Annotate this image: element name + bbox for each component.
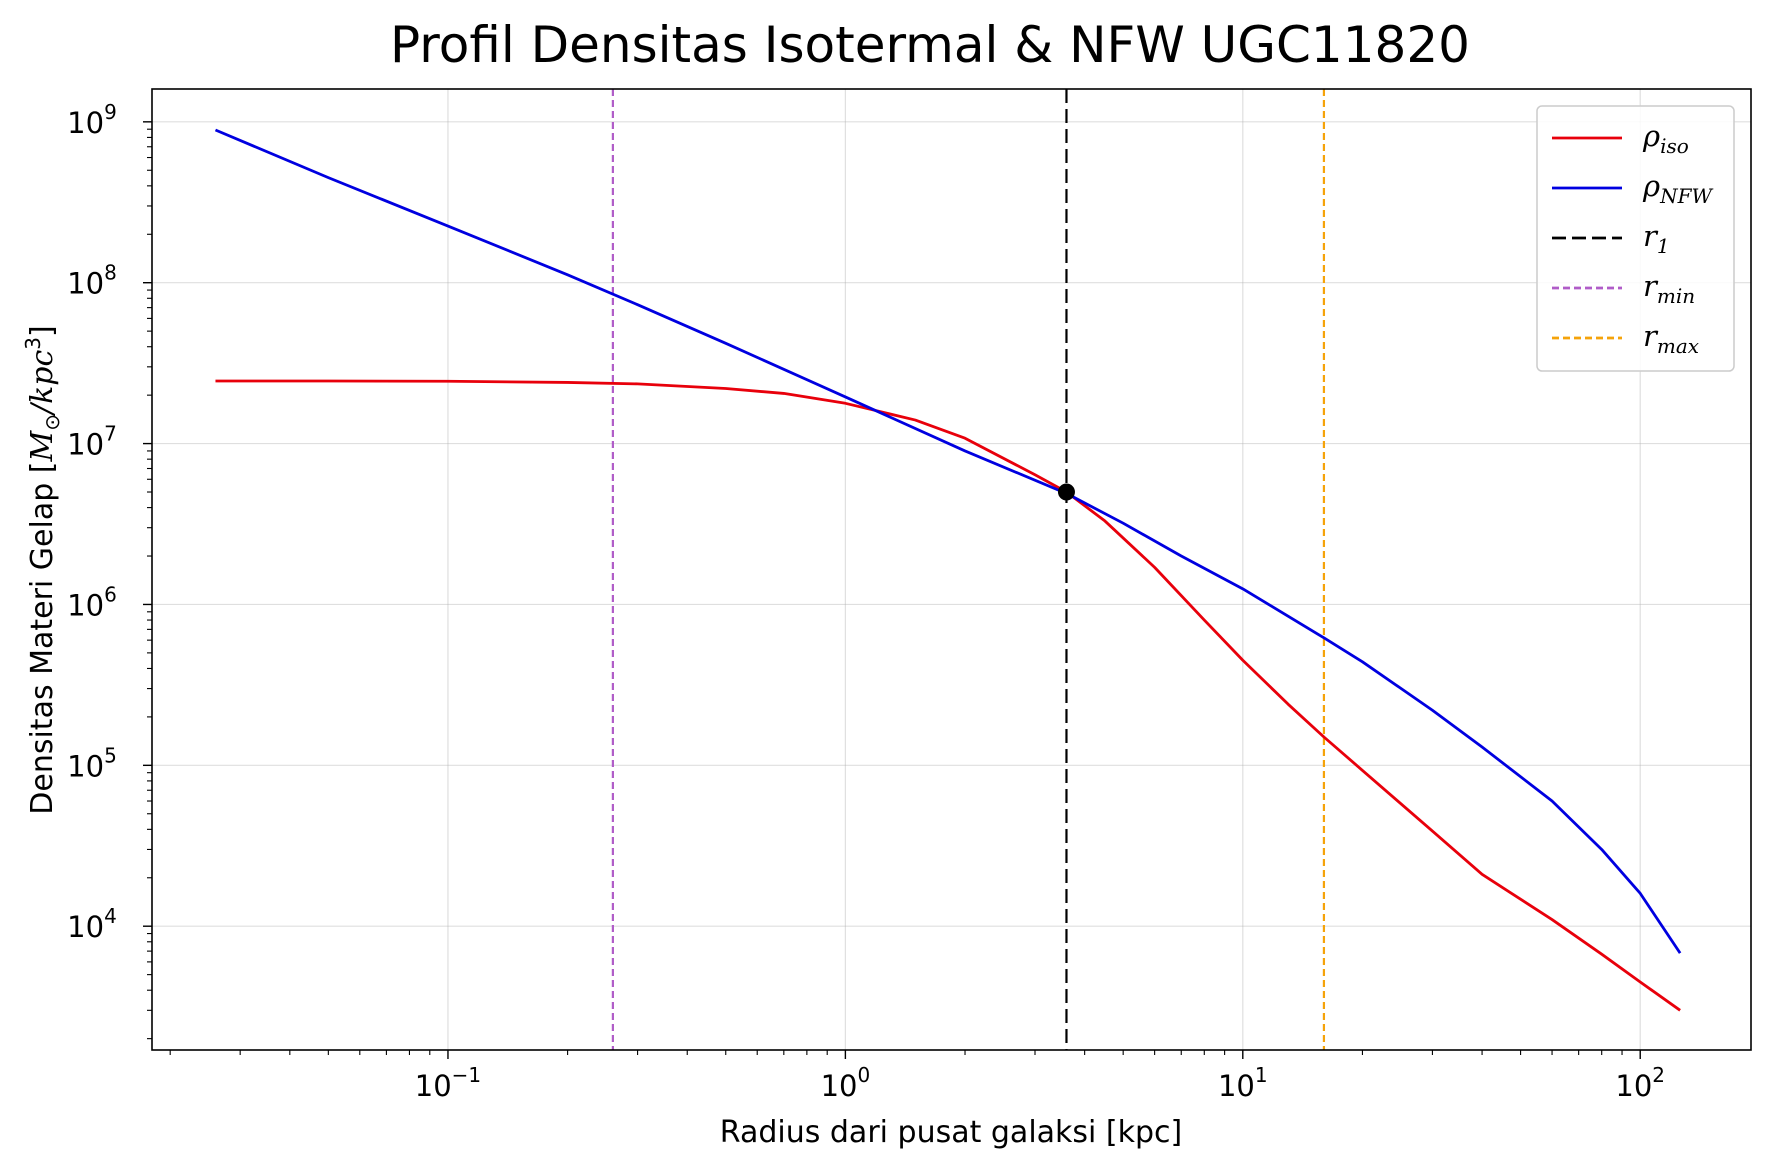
plot-frame bbox=[151, 88, 1752, 1051]
x-tick-exponent: −1 bbox=[452, 1063, 481, 1087]
x-tick-exponent: 1 bbox=[1255, 1063, 1268, 1087]
y-tick-label: 107 bbox=[67, 422, 117, 462]
x-tick-label: 101 bbox=[1218, 1063, 1268, 1103]
intersection-marker bbox=[1057, 483, 1075, 501]
legend-label-min: rmin bbox=[1643, 269, 1695, 308]
y-axis-label-sun: ⊙ bbox=[40, 414, 64, 431]
y-tick-exponent: 5 bbox=[104, 743, 117, 767]
x-tick-base: 10 bbox=[415, 1069, 452, 1103]
y-tick-base: 10 bbox=[67, 910, 104, 944]
legend-label-iso: ρiso bbox=[1642, 119, 1689, 158]
y-tick-label: 104 bbox=[67, 904, 117, 944]
y-tick-label: 106 bbox=[67, 582, 117, 622]
legend-label-1: r1 bbox=[1643, 219, 1670, 258]
y-tick-base: 10 bbox=[67, 267, 104, 301]
y-axis-label-unit: kpc bbox=[25, 350, 60, 404]
series-lines bbox=[214, 128, 1682, 1012]
x-tick-base: 10 bbox=[1218, 1069, 1255, 1103]
x-tick-label: 10−1 bbox=[415, 1063, 481, 1103]
x-tick-label: 102 bbox=[1615, 1063, 1665, 1103]
y-tick-exponent: 4 bbox=[104, 904, 117, 928]
legend-box bbox=[1536, 105, 1735, 372]
x-tick-label: 100 bbox=[821, 1063, 871, 1103]
y-axis-label-text: Densitas Materi Gelap [ bbox=[25, 461, 60, 814]
legend-label-subscript: max bbox=[1657, 334, 1699, 358]
y-axis-label-per: / bbox=[25, 401, 60, 417]
y-tick-base: 10 bbox=[67, 106, 104, 140]
legend-label-subscript: min bbox=[1657, 284, 1695, 308]
legend-label-nfw: ρNFW bbox=[1642, 169, 1713, 208]
y-tick-label: 105 bbox=[67, 743, 117, 783]
grid bbox=[152, 89, 1751, 1050]
legend-label-symbol: r bbox=[1643, 269, 1659, 303]
y-axis-label-close: ] bbox=[25, 325, 60, 337]
x-axis-label: Radius dari pusat galaksi [kpc] bbox=[720, 1115, 1182, 1150]
y-tick-label: 109 bbox=[67, 100, 117, 140]
y-axis-label-mass: M bbox=[25, 429, 60, 462]
series-line-iso bbox=[215, 379, 1681, 1012]
y-axis-label-power: 3 bbox=[21, 337, 45, 350]
legend-label-subscript: iso bbox=[1660, 134, 1689, 158]
x-tick-exponent: 0 bbox=[857, 1063, 870, 1087]
y-tick-base: 10 bbox=[67, 588, 104, 622]
y-tick-base: 10 bbox=[67, 749, 104, 783]
y-tick-exponent: 7 bbox=[104, 422, 117, 446]
legend-label-subscript: 1 bbox=[1657, 234, 1670, 258]
series-line-nfw bbox=[214, 128, 1682, 954]
y-tick-exponent: 9 bbox=[104, 100, 117, 124]
y-axis-label: Densitas Materi Gelap [M⊙/kpc3] bbox=[21, 325, 64, 814]
y-tick-exponent: 8 bbox=[104, 261, 117, 285]
y-tick-base: 10 bbox=[67, 428, 104, 462]
legend-label-symbol: ρ bbox=[1642, 119, 1660, 153]
legend-label-max: rmax bbox=[1643, 319, 1699, 358]
legend-label-symbol: r bbox=[1643, 319, 1659, 353]
chart-title: Profil Densitas Isotermal & NFW UGC11820 bbox=[390, 16, 1470, 74]
x-tick-base: 10 bbox=[1615, 1069, 1652, 1103]
legend-label-symbol: r bbox=[1643, 219, 1659, 253]
legend-label-subscript: NFW bbox=[1659, 184, 1713, 208]
legend-label-symbol: ρ bbox=[1642, 169, 1660, 203]
x-axis-ticks: 10−1 100 101 102 bbox=[169, 1050, 1665, 1103]
y-tick-label: 108 bbox=[67, 261, 117, 301]
intersection-marker-layer bbox=[1057, 483, 1075, 501]
x-tick-exponent: 2 bbox=[1652, 1063, 1665, 1087]
x-tick-base: 10 bbox=[821, 1069, 858, 1103]
vertical-reference-lines bbox=[611, 89, 1326, 1050]
y-tick-exponent: 6 bbox=[104, 582, 117, 606]
